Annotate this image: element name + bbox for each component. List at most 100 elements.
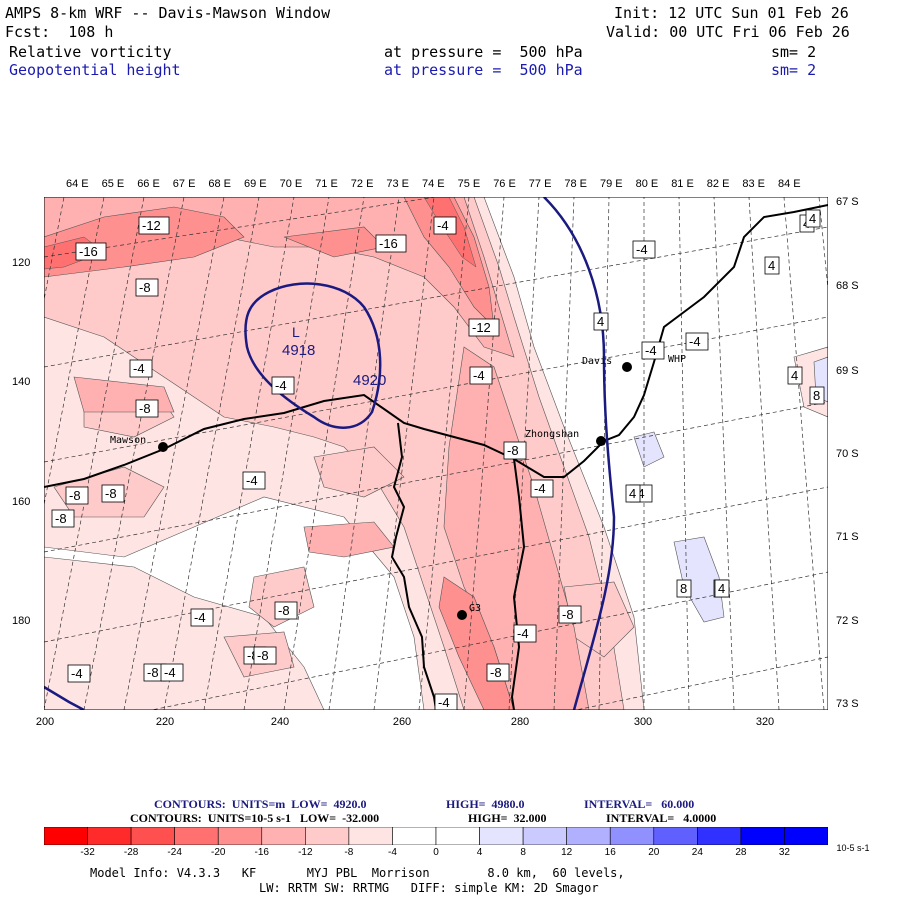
station-label: WHP: [668, 354, 686, 365]
vorticity-labels: -12 -16 -8 -16 -4 -4 -8 -8 -12 -4 -4 -8 -4 -8 -8 -8 -4 -4…: [51, 209, 825, 710]
colorbar-swatch: [44, 827, 88, 845]
vorticity-label: 8: [676, 579, 692, 598]
colorbar-label: -4: [387, 847, 397, 858]
model-info-physics: LW: RRTM SW: RRTMG DIFF: simple KM: 2D S…: [259, 881, 599, 895]
colorbar-swatch: [305, 827, 350, 845]
vorticity-label: -16: [75, 242, 107, 261]
height-labels: L 4918 4920: [282, 324, 386, 389]
lon-label: 80 E: [635, 178, 659, 190]
x-tick-label: 200: [35, 716, 55, 728]
svg-text:-8: -8: [55, 511, 67, 526]
lat-label: 68 S: [836, 280, 859, 292]
svg-text:8: 8: [680, 581, 687, 596]
height-label: 4920: [353, 372, 386, 389]
lat-label: 69 S: [836, 365, 859, 377]
colorbar-swatch: [697, 827, 742, 845]
svg-text:-4: -4: [194, 610, 206, 625]
field1-level: at pressure = 500 hPa: [384, 43, 583, 61]
vorticity-label: -4: [271, 376, 295, 395]
colorbar-label: -8: [344, 847, 354, 858]
svg-text:-4: -4: [246, 473, 258, 488]
forecast-hour: Fcst: 108 h: [5, 23, 114, 41]
colorbar-swatch: [609, 827, 655, 845]
svg-text:-8: -8: [105, 486, 117, 501]
init-time: Init: 12 UTC Sun 01 Feb 26: [614, 4, 849, 22]
svg-text:-8: -8: [562, 607, 574, 622]
height-contour-interval: INTERVAL= 60.000: [584, 797, 695, 811]
height-label: L: [292, 324, 300, 340]
vort-contour-info: CONTOURS: UNITS=10-5 s-1 LOW= -32.000: [130, 811, 380, 825]
height-contour-info: CONTOURS: UNITS=m LOW= 4920.0: [154, 797, 367, 811]
lat-label: 73 S: [836, 698, 859, 710]
vorticity-label: -4: [530, 479, 554, 498]
colorbar-label: -24: [167, 847, 182, 858]
colorbar-label: 0: [433, 847, 439, 858]
svg-text:-16: -16: [79, 244, 98, 259]
vorticity-label: -4: [160, 663, 184, 682]
colorbar-swatch: [87, 827, 132, 845]
vorticity-label: -4: [513, 624, 537, 643]
svg-text:-4: -4: [438, 695, 450, 710]
colorbar-label: 16: [604, 847, 616, 858]
field1-name: Relative vorticity: [9, 43, 172, 61]
svg-text:-4: -4: [164, 665, 176, 680]
vorticity-label: -8: [135, 399, 159, 418]
vorticity-label: 4: [593, 312, 609, 331]
svg-text:-4: -4: [275, 378, 287, 393]
colorbar-swatch: [217, 827, 263, 845]
lat-lon-grid: [44, 197, 828, 710]
vorticity-label: -8: [135, 278, 159, 297]
colorbar-label: -12: [298, 847, 313, 858]
vorticity-label: 8: [809, 386, 825, 405]
svg-text:4: 4: [629, 486, 636, 501]
vorticity-label: -4: [67, 664, 91, 683]
svg-text:-8: -8: [247, 648, 259, 663]
height-contour-high: HIGH= 4980.0: [446, 797, 525, 811]
lon-label: 79 E: [600, 178, 623, 190]
svg-text:-4: -4: [473, 368, 485, 383]
lon-label: 68 E: [208, 178, 232, 190]
lat-label: 67 S: [836, 196, 859, 208]
lon-label: 76 E: [493, 178, 516, 190]
vorticity-label: 4: [805, 209, 821, 228]
colorbar-swatch: [261, 827, 306, 845]
lon-label: 70 E: [279, 178, 303, 190]
lon-label: 64 E: [66, 178, 89, 190]
vorticity-label: -4: [190, 608, 214, 627]
svg-text:-8: -8: [490, 665, 502, 680]
vorticity-label: 4: [787, 366, 803, 385]
vorticity-label: -4: [641, 341, 665, 360]
colorbar-label: 4: [476, 847, 483, 858]
lon-label: 83 E: [742, 178, 766, 190]
lon-label: 78 E: [564, 178, 588, 190]
svg-text:-16: -16: [379, 236, 398, 251]
vorticity-label: 4: [625, 484, 641, 503]
lon-label: 69 E: [244, 178, 267, 190]
vorticity-label: -4: [632, 240, 656, 259]
colorbar: [44, 827, 828, 845]
colorbar-swatch: [174, 827, 219, 845]
vort-contour-interval: INTERVAL= 4.0000: [606, 811, 717, 825]
svg-text:-4: -4: [645, 343, 657, 358]
colorbar-swatch: [130, 827, 175, 845]
vorticity-label: -12: [468, 318, 500, 337]
svg-text:-12: -12: [142, 218, 161, 233]
y-tick-label: 140: [12, 376, 31, 388]
x-tick-label: 260: [392, 716, 412, 728]
colorbar-swatch: [566, 827, 611, 845]
y-tick-label: 120: [12, 257, 31, 269]
lon-label: 82 E: [706, 178, 730, 190]
colorbar-label: 28: [735, 847, 747, 858]
vorticity-label: -4: [434, 693, 458, 710]
lon-label: 72 E: [350, 178, 374, 190]
colorbar-swatch: [392, 827, 437, 845]
colorbar-label: 12: [561, 847, 573, 858]
colorbar-label: -32: [80, 847, 95, 858]
field2-level: at pressure = 500 hPa: [384, 61, 583, 79]
lat-label: 72 S: [836, 615, 859, 627]
colorbar-swatch: [522, 827, 567, 845]
colorbar-label: 20: [648, 847, 660, 858]
height-label: 4918: [282, 342, 315, 359]
vorticity-label: -4: [469, 366, 493, 385]
x-tick-label: 240: [270, 716, 290, 728]
